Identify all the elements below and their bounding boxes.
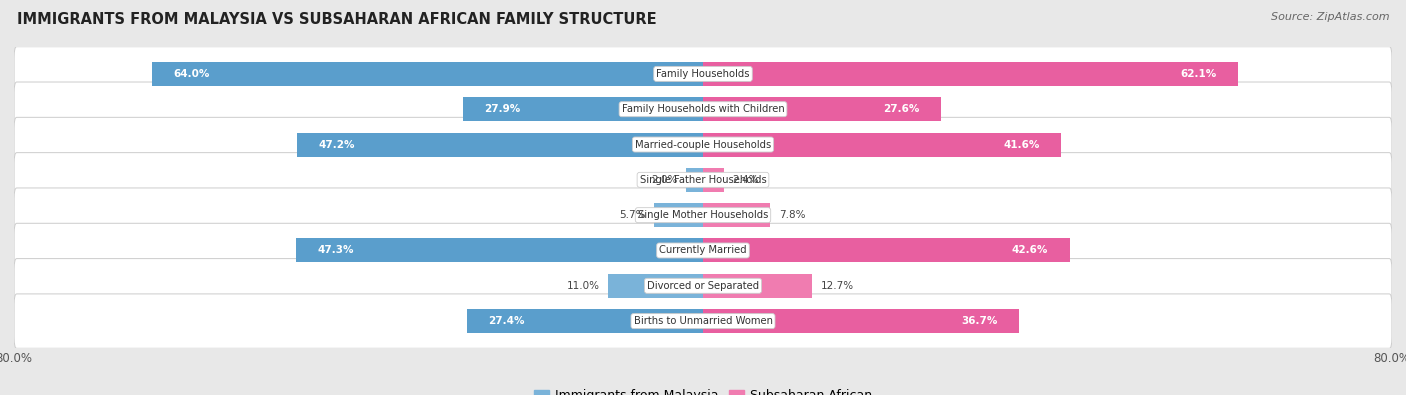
Text: 12.7%: 12.7% [821,281,853,291]
Text: Divorced or Separated: Divorced or Separated [647,281,759,291]
Bar [703,132,1062,156]
Text: Family Households: Family Households [657,69,749,79]
Text: Family Households with Children: Family Households with Children [621,104,785,114]
Text: 64.0%: 64.0% [173,69,209,79]
Bar [463,97,703,121]
Text: 47.3%: 47.3% [318,245,354,256]
FancyBboxPatch shape [14,223,1392,278]
Text: 27.6%: 27.6% [883,104,920,114]
Text: 62.1%: 62.1% [1180,69,1216,79]
Bar [703,62,1237,86]
FancyBboxPatch shape [14,259,1392,313]
Text: Currently Married: Currently Married [659,245,747,256]
Text: Single Mother Households: Single Mother Households [638,210,768,220]
Text: 41.6%: 41.6% [1004,139,1039,150]
Text: 47.2%: 47.2% [318,139,354,150]
FancyBboxPatch shape [14,188,1392,243]
Bar [703,168,724,192]
Text: 5.7%: 5.7% [619,210,645,220]
Bar [467,309,703,333]
FancyBboxPatch shape [14,47,1392,101]
Bar [654,203,703,227]
FancyBboxPatch shape [14,117,1392,172]
Legend: Immigrants from Malaysia, Subsaharan African: Immigrants from Malaysia, Subsaharan Afr… [529,384,877,395]
Bar [609,274,703,298]
Text: 7.8%: 7.8% [779,210,806,220]
Text: Single Father Households: Single Father Households [640,175,766,185]
Text: 27.4%: 27.4% [488,316,524,326]
Bar [703,309,1019,333]
Text: Source: ZipAtlas.com: Source: ZipAtlas.com [1271,12,1389,22]
Bar [703,203,770,227]
Bar [703,274,813,298]
Bar [703,239,1070,263]
Text: 2.4%: 2.4% [733,175,759,185]
Text: 36.7%: 36.7% [962,316,997,326]
Text: Births to Unmarried Women: Births to Unmarried Women [634,316,772,326]
Bar [152,62,703,86]
Bar [297,132,703,156]
FancyBboxPatch shape [14,294,1392,348]
FancyBboxPatch shape [14,152,1392,207]
FancyBboxPatch shape [14,82,1392,136]
Text: 27.9%: 27.9% [484,104,520,114]
Bar [295,239,703,263]
Text: 2.0%: 2.0% [651,175,678,185]
Text: IMMIGRANTS FROM MALAYSIA VS SUBSAHARAN AFRICAN FAMILY STRUCTURE: IMMIGRANTS FROM MALAYSIA VS SUBSAHARAN A… [17,12,657,27]
Bar [686,168,703,192]
Text: 11.0%: 11.0% [567,281,599,291]
Text: 42.6%: 42.6% [1012,245,1049,256]
Bar [703,97,941,121]
Text: Married-couple Households: Married-couple Households [636,139,770,150]
